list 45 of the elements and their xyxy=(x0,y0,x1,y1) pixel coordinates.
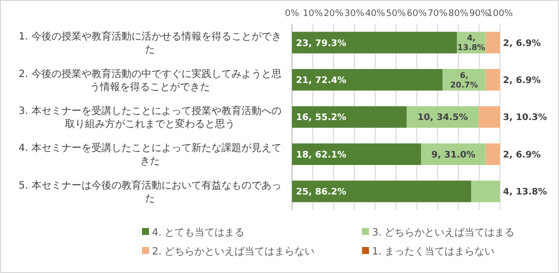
bar xyxy=(486,69,500,91)
x-tick-label: 0% xyxy=(284,9,300,19)
data-label: 4, 13.8% xyxy=(457,34,486,52)
x-tick-label: 20% xyxy=(324,9,344,19)
data-label: 3, 10.3% xyxy=(503,113,548,124)
x-tick-label: 10% xyxy=(302,9,324,19)
bar xyxy=(471,180,500,202)
y-tick-label: 5. 本セミナーは今後の教育活動において有益なものであった xyxy=(18,179,282,204)
data-label: 18, 62.1% xyxy=(296,150,346,160)
y-tick-label: 2. 今後の授業や教育活動の中ですぐに実践してみようと思う情報を得ることができた xyxy=(18,68,282,93)
data-label: 2, 6.9% xyxy=(503,150,541,160)
y-tick-label: 3. 本セミナーを受講したことによって授業や教育活動への取り組み方がこれまでと変わると思う xyxy=(18,105,282,130)
bar xyxy=(486,143,500,165)
data-label: 2, 6.9% xyxy=(503,76,541,86)
bar xyxy=(486,32,500,54)
x-tick-label: 50% xyxy=(386,9,406,19)
bar xyxy=(478,106,500,128)
data-label: 10, 34.5% xyxy=(418,113,468,124)
y-tick-label: 4. 本セミナーを受講したことによって新たな課題が見えてきた xyxy=(18,142,282,168)
legend-label: 1. まったく当てはまらない xyxy=(372,246,495,258)
x-tick-label: 30% xyxy=(344,9,365,19)
data-label: 9, 31.0% xyxy=(431,150,476,160)
x-tick-label: 60% xyxy=(406,9,428,19)
bar xyxy=(406,106,479,128)
data-label: 21, 72.4% xyxy=(296,76,346,86)
y-tick-label: 1. 今後の授業や教育活動に活かせる情報を得ることができた xyxy=(18,30,282,56)
bar xyxy=(292,69,443,91)
data-label: 6, 20.7% xyxy=(450,70,478,90)
x-tick-label: 40% xyxy=(365,9,386,19)
x-tick-label: 80% xyxy=(448,9,469,19)
legend-label: 4. とても当てはまる xyxy=(152,226,245,238)
bar xyxy=(292,32,457,54)
data-label: 23, 79.3% xyxy=(296,38,346,49)
x-tick-label: 100% xyxy=(487,9,514,19)
bar xyxy=(292,106,407,128)
data-label: 16, 55.2% xyxy=(296,113,346,124)
x-tick-label: 70% xyxy=(428,9,448,19)
x-tick-label: 90% xyxy=(469,9,490,19)
data-label: 4, 13.8% xyxy=(503,188,548,198)
data-label: 25, 86.2% xyxy=(296,188,346,198)
bar xyxy=(292,180,472,202)
legend-label: 2. どちらかといえば当てはまらない xyxy=(152,246,315,258)
bar xyxy=(292,143,422,165)
legend-label: 3. どちらかといえば当てはまる xyxy=(372,226,515,238)
data-label: 2, 6.9% xyxy=(503,38,541,49)
